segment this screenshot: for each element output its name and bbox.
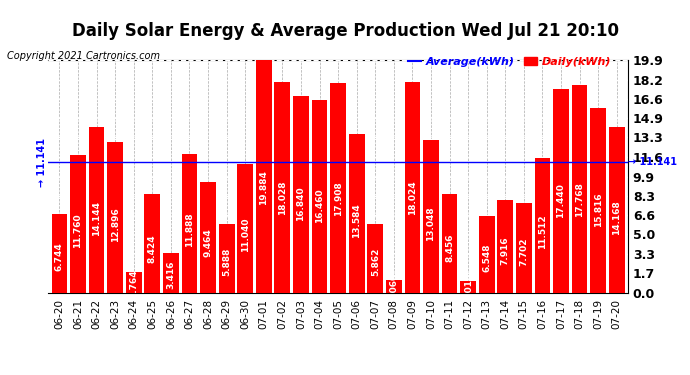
Bar <box>126 272 141 292</box>
Text: 7.702: 7.702 <box>520 238 529 266</box>
Bar <box>348 134 364 292</box>
Text: 6.744: 6.744 <box>55 243 64 272</box>
Bar <box>275 82 290 292</box>
Text: 8.424: 8.424 <box>148 234 157 262</box>
Text: 11.760: 11.760 <box>74 213 83 248</box>
Text: Daily Solar Energy & Average Production Wed Jul 21 20:10: Daily Solar Energy & Average Production … <box>72 22 618 40</box>
Text: 14.144: 14.144 <box>92 201 101 236</box>
Text: 15.816: 15.816 <box>593 192 602 226</box>
Text: → 11.141: → 11.141 <box>37 138 48 187</box>
Bar <box>107 142 123 292</box>
Text: 1.016: 1.016 <box>464 273 473 301</box>
Text: 3.416: 3.416 <box>166 260 175 289</box>
Bar <box>497 200 513 292</box>
Text: 17.908: 17.908 <box>333 181 343 216</box>
Text: 6.548: 6.548 <box>482 244 491 272</box>
Bar <box>386 280 402 292</box>
Bar <box>89 127 104 292</box>
Bar <box>423 140 439 292</box>
Bar <box>219 224 235 292</box>
Text: 16.840: 16.840 <box>297 187 306 221</box>
Bar <box>200 182 216 292</box>
Bar <box>312 100 328 292</box>
Bar <box>331 83 346 292</box>
Bar <box>163 253 179 292</box>
Text: 14.168: 14.168 <box>612 201 621 236</box>
Text: 8.456: 8.456 <box>445 234 454 262</box>
Text: 12.896: 12.896 <box>110 207 119 242</box>
Text: 1.060: 1.060 <box>389 273 398 301</box>
Bar <box>460 280 476 292</box>
Bar <box>144 194 160 292</box>
Text: 1.764: 1.764 <box>129 269 138 297</box>
Text: 5.862: 5.862 <box>371 248 380 276</box>
Bar <box>404 82 420 292</box>
Text: 13.584: 13.584 <box>352 204 361 238</box>
Bar <box>535 158 551 292</box>
Text: 18.024: 18.024 <box>408 180 417 215</box>
Text: 19.884: 19.884 <box>259 171 268 206</box>
Text: 11.512: 11.512 <box>538 214 547 249</box>
Bar <box>553 89 569 292</box>
Bar <box>256 60 272 292</box>
Text: 17.440: 17.440 <box>557 183 566 218</box>
Text: 7.916: 7.916 <box>501 237 510 265</box>
Text: 9.464: 9.464 <box>204 228 213 257</box>
Bar <box>237 164 253 292</box>
Bar <box>609 127 624 292</box>
Bar <box>293 96 309 292</box>
Text: 16.460: 16.460 <box>315 189 324 223</box>
Bar <box>590 108 606 292</box>
Text: 17.768: 17.768 <box>575 182 584 216</box>
Bar <box>572 85 587 292</box>
Bar <box>70 155 86 292</box>
Text: 11.888: 11.888 <box>185 213 194 247</box>
Bar <box>479 216 495 292</box>
Bar <box>442 194 457 292</box>
Text: 13.048: 13.048 <box>426 207 435 241</box>
Text: 5.888: 5.888 <box>222 248 231 276</box>
Legend: Average(kWh), Daily(kWh): Average(kWh), Daily(kWh) <box>404 53 615 71</box>
Text: 11.040: 11.040 <box>241 217 250 252</box>
Bar <box>181 154 197 292</box>
Bar <box>367 224 383 292</box>
Text: 18.028: 18.028 <box>278 180 287 215</box>
Text: Copyright 2021 Cartronics.com: Copyright 2021 Cartronics.com <box>7 51 160 61</box>
Bar <box>52 214 68 292</box>
Bar <box>516 202 532 292</box>
Text: → 11.141: → 11.141 <box>628 158 677 167</box>
